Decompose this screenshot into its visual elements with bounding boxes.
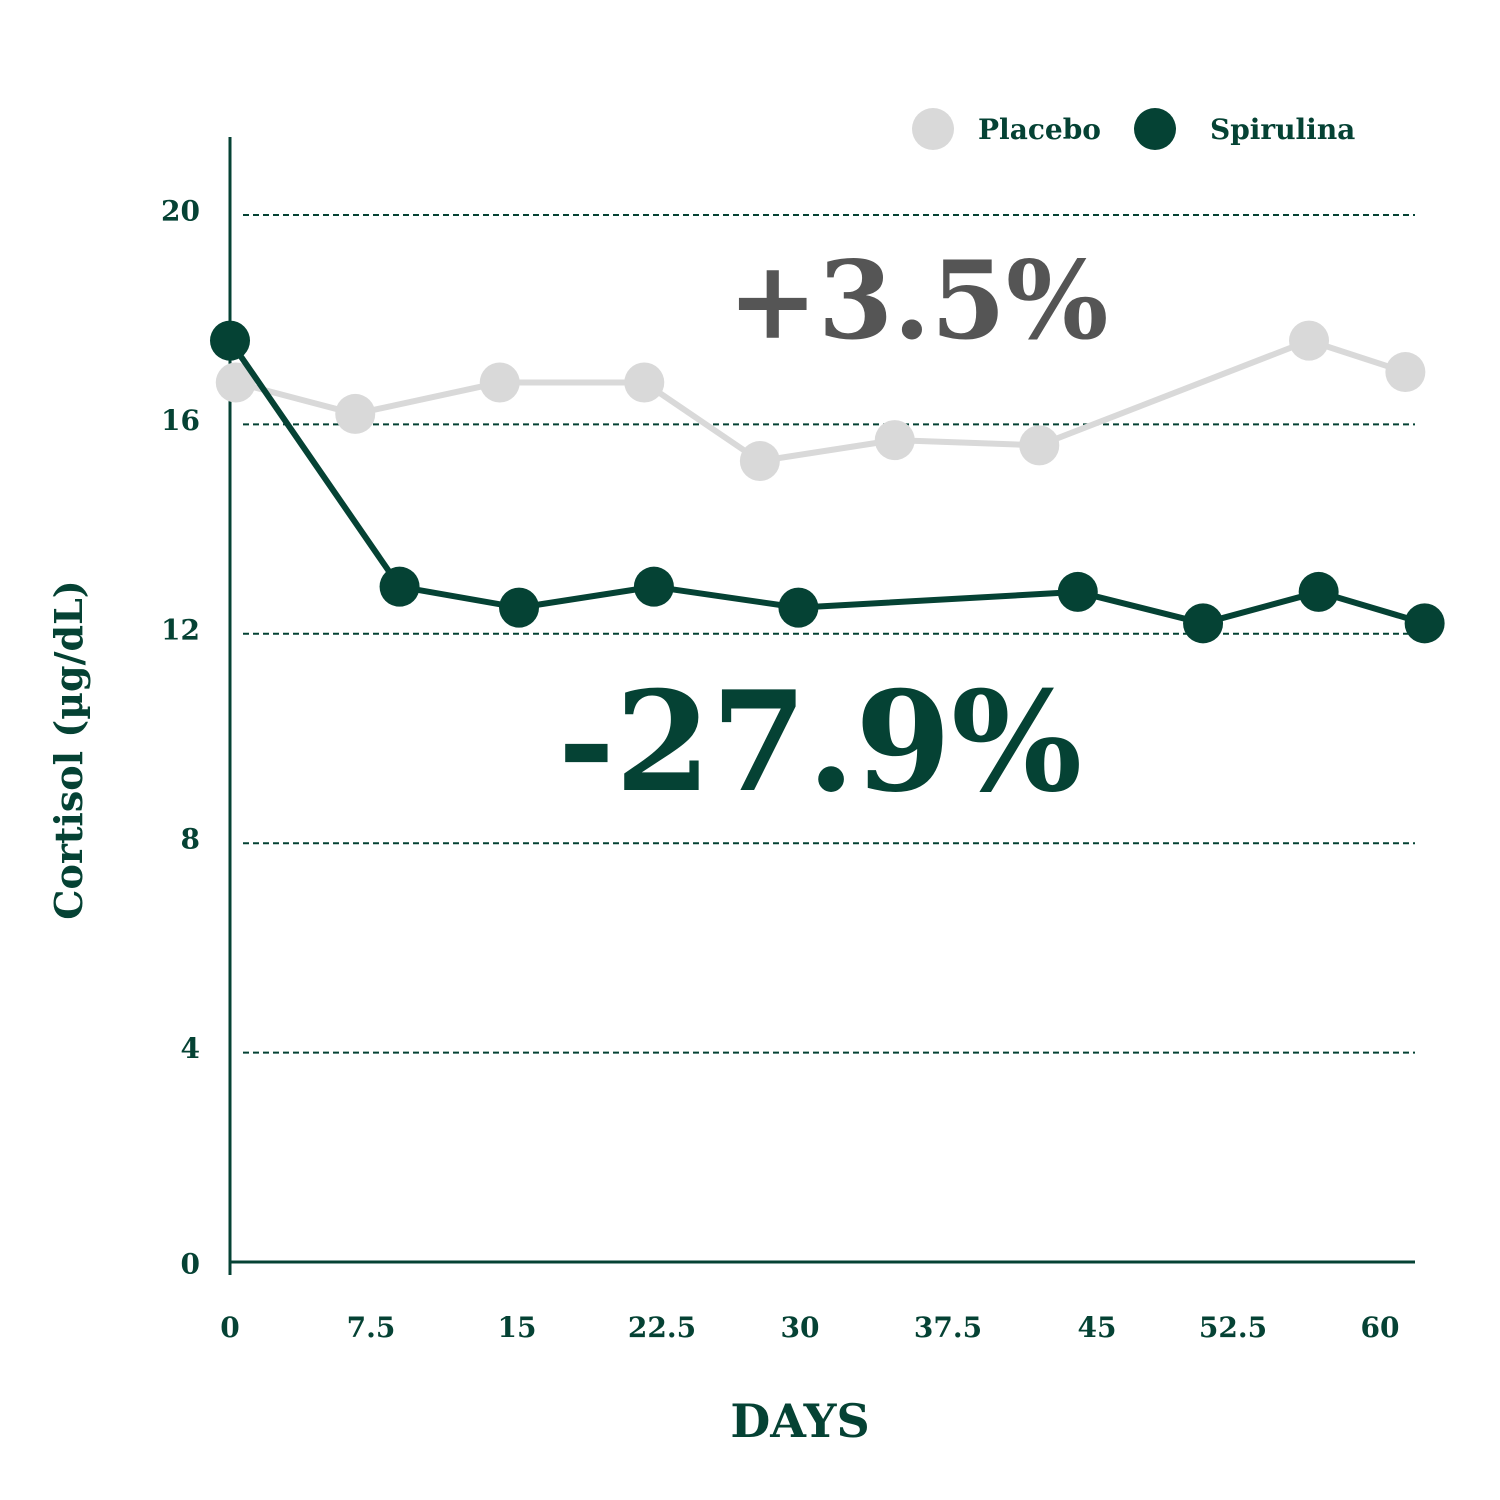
x-tick-label: 15 <box>498 1311 537 1344</box>
x-axis-title: DAYS <box>730 1394 869 1448</box>
data-point-spirulina <box>1183 603 1224 644</box>
y-tick-label: 12 <box>161 613 200 646</box>
legend: Placebo Spirulina <box>912 108 1355 150</box>
x-tick-label: 22.5 <box>628 1311 696 1344</box>
data-point-placebo <box>1385 352 1426 393</box>
data-point-spirulina <box>379 566 420 607</box>
annotation-placebo: +3.5% <box>727 238 1108 364</box>
data-point-spirulina <box>633 566 674 607</box>
tick-labels: 0 4 8 12 16 20 0 7.5 15 22.5 30 37.5 45 52.5 60 <box>161 195 1399 1345</box>
legend-label-spirulina: Spirulina <box>1210 113 1355 146</box>
x-tick-label: 52.5 <box>1199 1311 1267 1344</box>
y-tick-label: 0 <box>181 1248 200 1281</box>
y-tick-label: 4 <box>181 1032 200 1065</box>
data-point-spirulina <box>778 587 819 628</box>
legend-label-placebo: Placebo <box>978 113 1101 146</box>
y-tick-label: 20 <box>161 195 200 228</box>
data-point-placebo <box>1019 425 1060 466</box>
y-axis-title: Cortisol (µg/dL) <box>46 580 91 920</box>
data-point-placebo <box>739 441 780 482</box>
annotation-spirulina: -27.9% <box>558 660 1083 823</box>
x-tick-label: 7.5 <box>347 1311 396 1344</box>
data-point-spirulina <box>1404 603 1445 644</box>
x-tick-label: 0 <box>220 1311 239 1344</box>
data-point-placebo <box>1289 320 1330 361</box>
x-tick-label: 37.5 <box>914 1311 982 1344</box>
y-tick-label: 8 <box>181 823 200 856</box>
y-tick-label: 16 <box>161 404 200 437</box>
data-point-spirulina <box>499 587 540 628</box>
data-point-placebo <box>479 362 520 403</box>
annotations: +3.5% -27.9% <box>558 238 1109 823</box>
data-point-placebo <box>874 420 915 461</box>
data-point-placebo <box>215 362 256 403</box>
legend-marker-spirulina <box>1134 108 1176 150</box>
gridlines <box>243 214 1415 1054</box>
data-point-spirulina <box>1057 571 1098 612</box>
series <box>210 320 1445 644</box>
data-point-placebo <box>624 362 665 403</box>
x-tick-label: 45 <box>1078 1311 1117 1344</box>
series-spirulina <box>210 320 1445 644</box>
series-placebo <box>215 320 1426 482</box>
x-tick-label: 30 <box>781 1311 820 1344</box>
x-tick-label: 60 <box>1361 1311 1400 1344</box>
data-point-spirulina <box>1298 571 1339 612</box>
data-point-spirulina <box>210 320 250 361</box>
legend-marker-placebo <box>912 108 954 150</box>
data-point-placebo <box>335 393 376 434</box>
